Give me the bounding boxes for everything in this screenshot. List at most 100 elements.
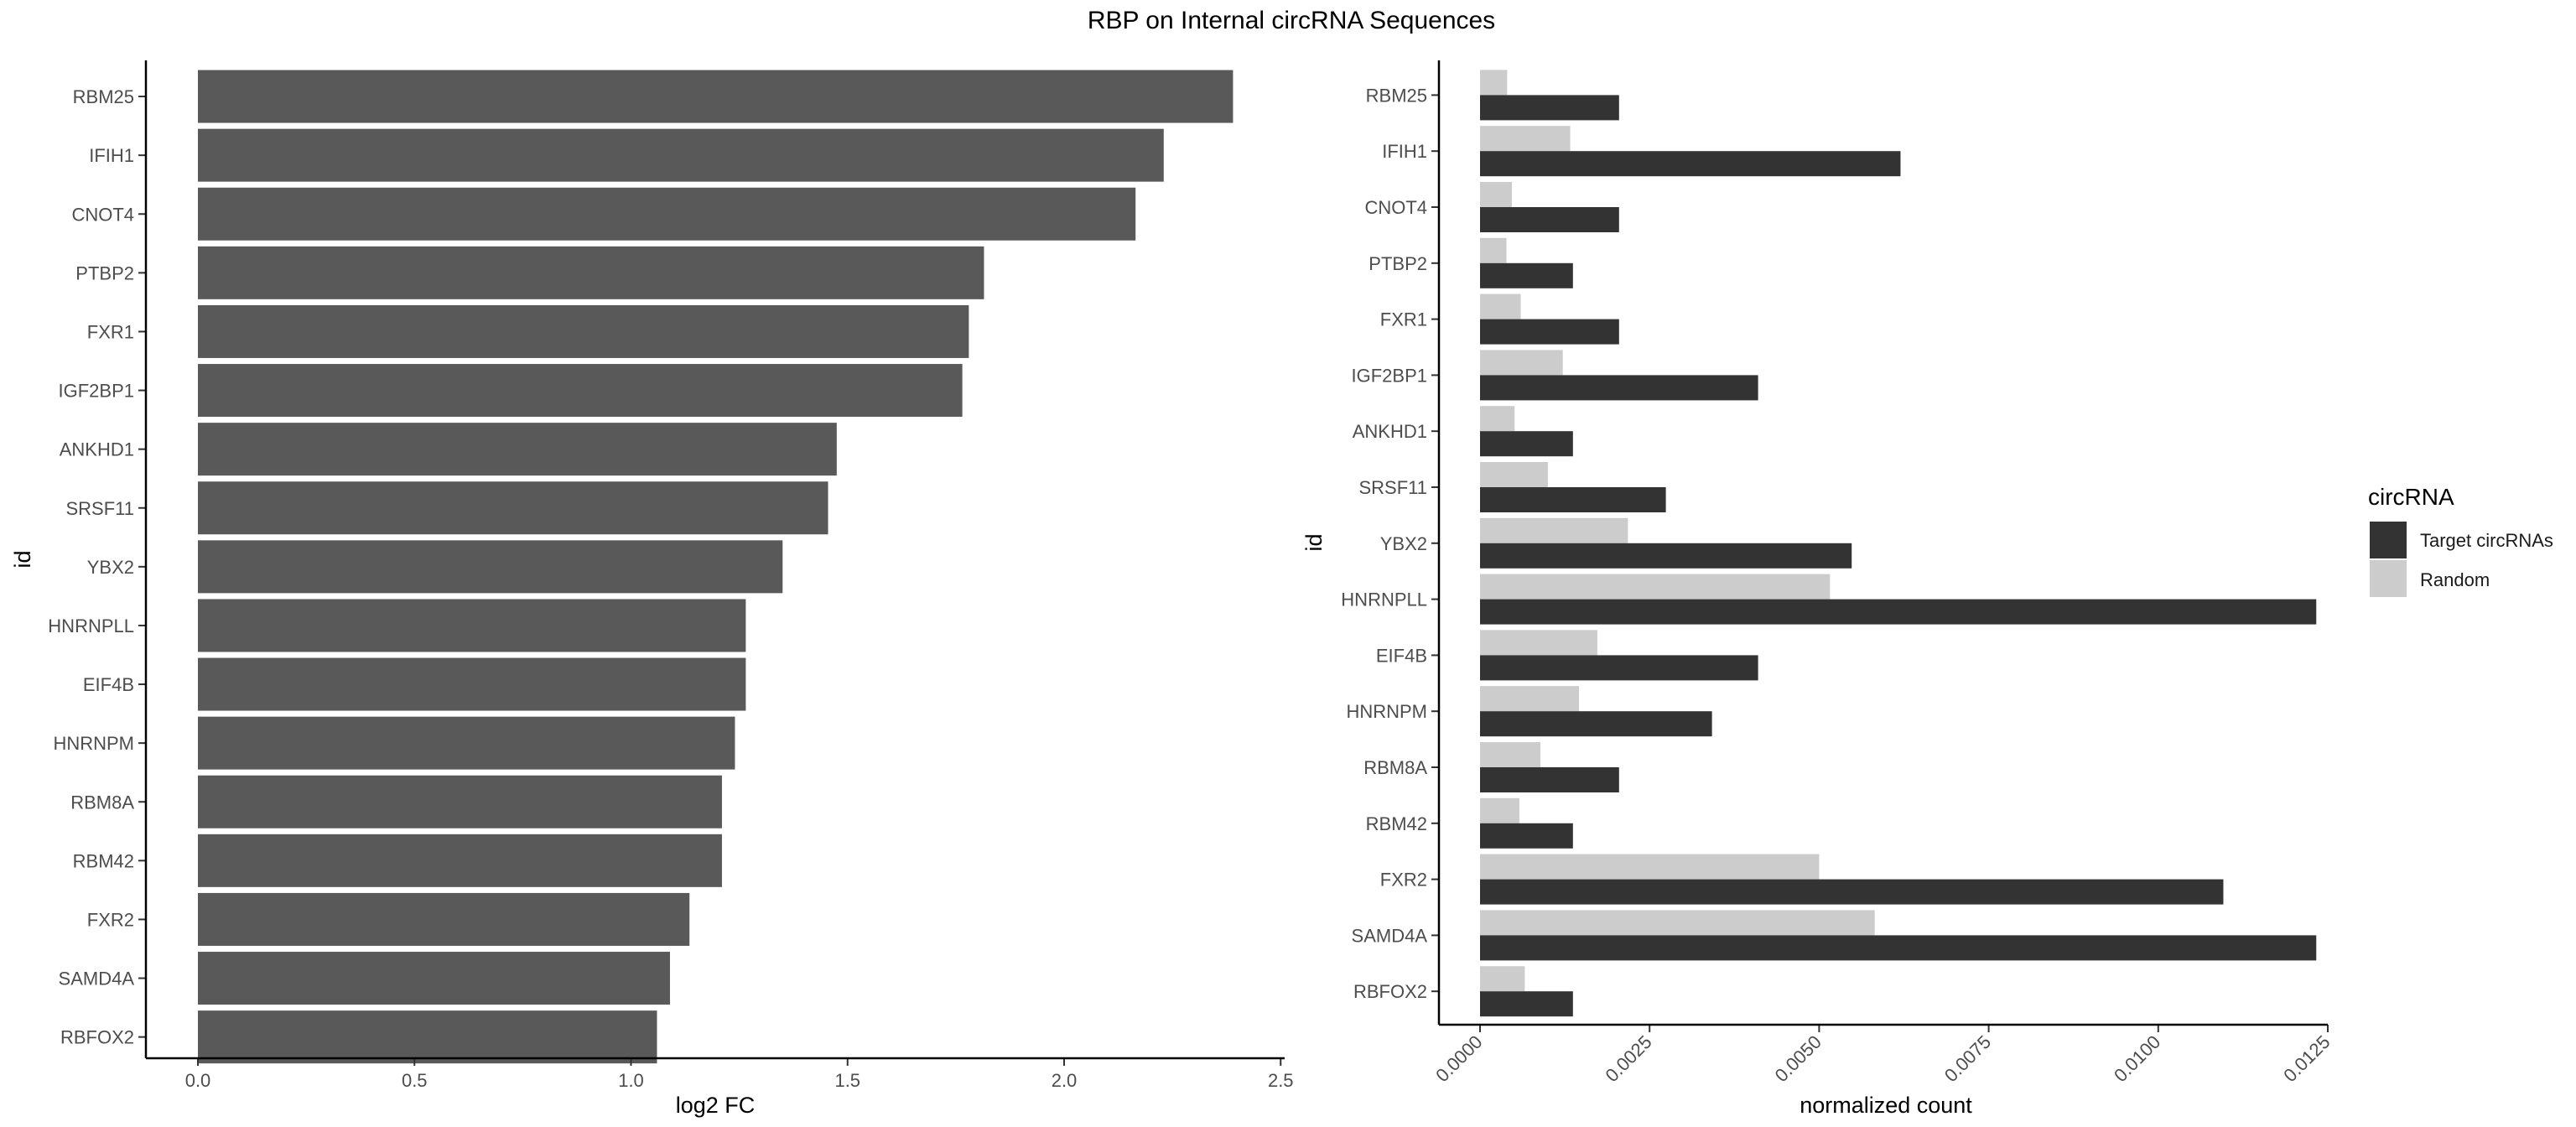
bar-fxr1 — [198, 304, 969, 358]
bar-random-rbm25 — [1480, 70, 1508, 96]
bar-eif4b — [198, 657, 746, 711]
bar-target-ifih1 — [1480, 151, 1901, 177]
bar-rbm25 — [198, 70, 1233, 123]
bar-fxr2 — [198, 892, 690, 946]
log2fc-panel: RBM25 IFIH1 CNOT4 PTBP2 FXR1 IGF2BP1 ANKHD1 SRS… — [10, 60, 1294, 1118]
y-tick-label: SRSF11 — [1358, 477, 1427, 498]
bar-target-hnrnpll — [1480, 599, 2317, 625]
x-tick-label: 0.0100 — [2110, 1031, 2164, 1086]
legend-title: circRNA — [2368, 484, 2454, 510]
bar-hnrnpm — [198, 716, 735, 770]
y-tick-label: SAMD4A — [59, 969, 135, 989]
normalized-count-bars — [1480, 70, 2317, 1017]
bar-target-ybx2 — [1480, 543, 1852, 569]
normalized-count-y-tick-labels: RBM25 IFIH1 CNOT4 PTBP2 FXR1 IGF2BP1 ANKHD1 SRS… — [1341, 85, 1439, 1002]
x-tick-label: 0.0025 — [1601, 1031, 1655, 1086]
y-tick-label: HNRNPM — [53, 733, 134, 754]
bar-target-eif4b — [1480, 655, 1758, 681]
bar-random-ankhd1 — [1480, 406, 1515, 432]
bar-ankhd1 — [198, 423, 837, 476]
y-tick-label: HNRNPLL — [1341, 589, 1427, 610]
y-tick-label: ANKHD1 — [1353, 421, 1427, 442]
bar-ptbp2 — [198, 246, 984, 299]
log2fc-x-axis-title: log2 FC — [676, 1093, 756, 1118]
legend-label-target: Target circRNAs — [2420, 530, 2553, 551]
legend-key-random — [2370, 560, 2407, 597]
y-tick-label: IFIH1 — [1382, 141, 1427, 162]
bar-random-srsf11 — [1480, 462, 1548, 487]
x-tick-label: 1.0 — [618, 1070, 644, 1091]
x-tick-label: 0.0000 — [1431, 1031, 1486, 1086]
bar-target-cnot4 — [1480, 207, 1619, 232]
bar-srsf11 — [198, 481, 828, 535]
y-tick-label: YBX2 — [1380, 533, 1427, 554]
bar-random-rbfox2 — [1480, 966, 1525, 992]
bar-ybx2 — [198, 540, 783, 594]
bar-ifih1 — [198, 128, 1164, 182]
bar-target-igf2bp1 — [1480, 375, 1758, 401]
y-tick-label: SRSF11 — [65, 498, 134, 519]
chart-title: RBP on Internal circRNA Sequences — [1088, 7, 1495, 34]
bar-igf2bp1 — [198, 364, 963, 418]
y-tick-label: EIF4B — [1376, 645, 1427, 666]
y-tick-label: RBFOX2 — [1353, 981, 1427, 1002]
log2fc-y-tick-labels: RBM25 IFIH1 CNOT4 PTBP2 FXR1 IGF2BP1 ANKHD1 SRS… — [48, 86, 146, 1048]
legend-key-target — [2370, 522, 2407, 558]
bar-random-igf2bp1 — [1480, 350, 1563, 376]
bar-target-ptbp2 — [1480, 262, 1573, 288]
y-tick-label: YBX2 — [87, 557, 134, 578]
x-tick-label: 2.5 — [1268, 1070, 1294, 1091]
bar-target-fxr1 — [1480, 319, 1619, 345]
y-tick-label: RBM42 — [73, 850, 134, 871]
x-tick-label: 0.0 — [185, 1070, 211, 1091]
y-tick-label: CNOT4 — [1364, 197, 1427, 218]
y-tick-label: RBM25 — [73, 86, 134, 107]
bar-random-cnot4 — [1480, 182, 1513, 207]
bar-random-ybx2 — [1480, 517, 1628, 543]
y-tick-label: FXR2 — [87, 909, 134, 930]
bar-rbm42 — [198, 834, 722, 887]
bar-random-rbm42 — [1480, 797, 1519, 823]
log2fc-y-axis-title: id — [10, 550, 35, 568]
bar-random-hnrnpll — [1480, 574, 1831, 600]
normalized-count-panel: RBM25 IFIH1 CNOT4 PTBP2 FXR1 IGF2BP1 ANKHD1 SRS… — [1301, 60, 2334, 1118]
bar-samd4a — [198, 952, 670, 1005]
y-tick-label: IFIH1 — [89, 145, 134, 166]
bar-target-srsf11 — [1480, 487, 1666, 512]
y-tick-label: HNRNPM — [1346, 701, 1427, 722]
x-tick-label: 2.0 — [1052, 1070, 1078, 1091]
bar-target-hnrnpm — [1480, 711, 1712, 737]
bar-random-ptbp2 — [1480, 237, 1507, 263]
bar-random-eif4b — [1480, 630, 1597, 656]
y-tick-label: ANKHD1 — [60, 439, 134, 460]
y-tick-label: PTBP2 — [75, 262, 134, 283]
y-tick-label: FXR2 — [1380, 870, 1427, 891]
y-tick-label: RBM8A — [70, 792, 134, 813]
log2fc-x-tick-labels: 0.0 0.5 1.0 1.5 2.0 2.5 — [185, 1058, 1294, 1091]
y-tick-label: EIF4B — [83, 674, 134, 695]
y-tick-label: FXR1 — [1380, 309, 1427, 330]
y-tick-label: RBM25 — [1366, 85, 1427, 106]
y-tick-label: PTBP2 — [1368, 253, 1427, 274]
y-tick-label: RBM42 — [1366, 813, 1427, 834]
y-tick-label: IGF2BP1 — [59, 381, 134, 402]
bar-random-fxr2 — [1480, 854, 1820, 880]
x-tick-label: 0.0125 — [2279, 1031, 2334, 1086]
legend: circRNA Target circRNAs Random — [2368, 484, 2553, 597]
y-tick-label: IGF2BP1 — [1352, 365, 1427, 386]
bar-rbm8a — [198, 775, 722, 828]
bar-target-ankhd1 — [1480, 431, 1573, 457]
bar-hnrnpll — [198, 599, 746, 652]
x-tick-label: 0.0075 — [1940, 1031, 1995, 1086]
bar-cnot4 — [198, 187, 1136, 241]
bar-target-rbm25 — [1480, 95, 1619, 121]
bar-rbfox2 — [198, 1010, 657, 1064]
bar-target-rbfox2 — [1480, 991, 1573, 1017]
normalized-count-x-tick-labels: 0.0000 0.0025 0.0050 0.0075 0.0100 0.0125 — [1431, 1025, 2334, 1086]
x-tick-label: 0.0050 — [1771, 1031, 1826, 1086]
bar-target-rbm42 — [1480, 823, 1573, 849]
y-tick-label: RBM8A — [1363, 757, 1427, 778]
x-tick-label: 0.5 — [402, 1070, 428, 1091]
normalized-count-x-axis-title: normalized count — [1800, 1093, 1972, 1118]
